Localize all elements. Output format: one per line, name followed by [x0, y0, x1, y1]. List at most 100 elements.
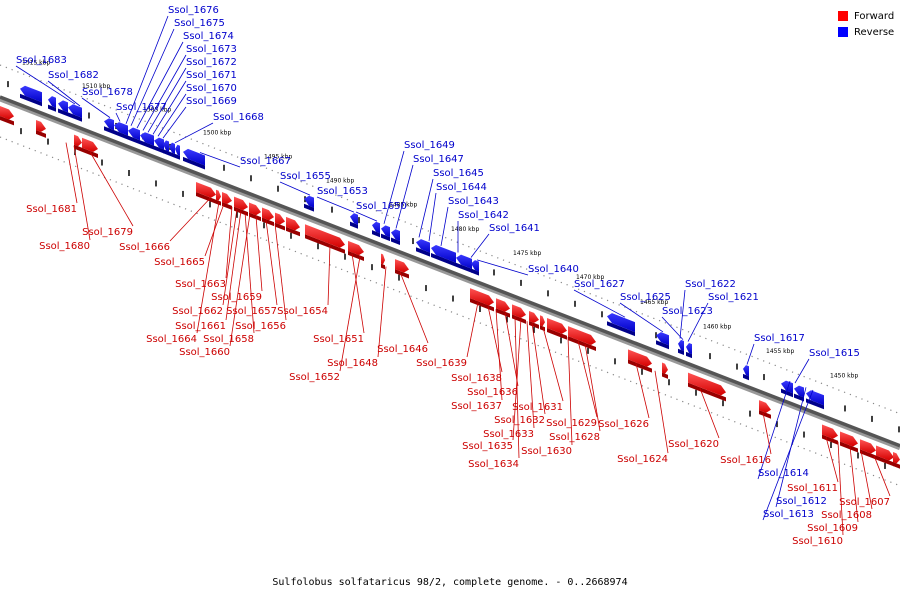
gene-label: Ssol_1643: [448, 196, 499, 207]
reverse-gene: [104, 118, 114, 131]
reverse-gene: [350, 213, 358, 225]
gene-label: Ssol_1630: [521, 446, 572, 457]
gene-label: Ssol_1676: [168, 5, 219, 16]
forward-gene-shadow: [0, 116, 14, 126]
reverse-gene-shadow: [381, 233, 390, 242]
reverse-gene: [686, 342, 692, 355]
leader-line: [495, 309, 503, 401]
reverse-gene: [183, 148, 205, 166]
forward-gene-shadow: [395, 269, 409, 279]
forward-gene: [529, 310, 539, 323]
reverse-gene: [163, 140, 169, 152]
gene-label: Ssol_1645: [433, 168, 484, 179]
legend-reverse: Reverse: [838, 24, 894, 40]
forward-gene: [470, 288, 494, 306]
leader-line: [196, 201, 220, 334]
leader-line: [654, 370, 669, 454]
forward-gene: [512, 304, 526, 318]
forward-gene-shadow: [547, 327, 567, 340]
forward-gene: [74, 134, 82, 147]
gene-label: Ssol_1613: [763, 509, 814, 520]
gene-label: Ssol_1653: [317, 186, 368, 197]
gene-label: Ssol_1615: [809, 348, 860, 359]
gene-label: Ssol_1662: [172, 306, 223, 317]
reverse-gene-shadow: [304, 203, 314, 212]
leader-line: [395, 164, 414, 229]
gene-label: Ssol_1668: [213, 112, 264, 123]
reverse-gene-shadow: [114, 130, 128, 140]
gene-label: Ssol_1622: [685, 279, 736, 290]
leader-line: [152, 80, 187, 135]
reverse-gene-shadow: [781, 388, 793, 398]
gene-label: Ssol_1664: [146, 334, 197, 345]
gene-label: Ssol_1656: [235, 321, 286, 332]
reverse-gene-shadow: [743, 373, 749, 381]
leader-line: [229, 213, 251, 347]
reverse-gene-shadow: [175, 153, 180, 160]
kbp-tick-label: 1460 kbp: [703, 323, 731, 330]
gene-label: Ssol_1678: [82, 87, 133, 98]
forward-gene-shadow: [196, 191, 216, 204]
reverse-gene: [381, 225, 390, 238]
leader-line: [837, 441, 844, 536]
gene-label: Ssol_1628: [549, 432, 600, 443]
reverse-gene: [114, 122, 128, 136]
forward-gene: [36, 119, 46, 132]
forward-gene-shadow: [662, 372, 668, 379]
leader-line: [577, 340, 598, 418]
leader-line: [316, 196, 355, 213]
reverse-gene: [431, 244, 456, 263]
gene-label: Ssol_1682: [48, 70, 99, 81]
backbone-shadow: [0, 96, 900, 451]
leader-line: [531, 323, 546, 415]
gene-label: Ssol_1612: [776, 496, 827, 507]
gene-label: Ssol_1610: [792, 536, 843, 547]
forward-gene: [275, 212, 285, 225]
forward-gene: [540, 315, 545, 327]
kbp-tick-label: 1510 kbp: [82, 83, 110, 90]
reverse-gene-shadow: [68, 112, 82, 122]
gene-label: Ssol_1666: [119, 242, 170, 253]
forward-gene-shadow: [381, 263, 385, 270]
gene-label: Ssol_1611: [787, 483, 838, 494]
gene-label: Ssol_1632: [494, 415, 545, 426]
reverse-gene-shadow: [391, 237, 400, 245]
gene-label: Ssol_1614: [758, 468, 809, 479]
forward-gene-shadow: [688, 382, 726, 402]
forward-gene: [860, 439, 876, 454]
forward-gene-shadow: [249, 212, 261, 222]
forward-gene: [568, 326, 596, 346]
gene-label: Ssol_1616: [720, 455, 771, 466]
leader-line: [225, 206, 233, 279]
gene-label: Ssol_1651: [313, 334, 364, 345]
gene-label: Ssol_1681: [26, 204, 77, 215]
gene-label: Ssol_1620: [668, 439, 719, 450]
kbp-tick-label: 1500 kbp: [203, 130, 231, 137]
leader-line: [487, 306, 503, 373]
genome-backbone: [0, 95, 900, 448]
leader-line: [81, 97, 111, 118]
reverse-gene: [128, 127, 140, 141]
leader-line: [794, 358, 810, 384]
gene-label: Ssol_1623: [662, 306, 713, 317]
leader-line: [526, 321, 535, 429]
leader-line: [169, 198, 211, 242]
leader-line: [279, 181, 311, 196]
reverse-gene: [794, 385, 804, 398]
gene-label: Ssol_1669: [186, 96, 237, 107]
leader-line: [130, 28, 175, 126]
leader-line: [47, 80, 81, 107]
forward-gene-shadow: [305, 234, 345, 254]
gene-label: Ssol_1657: [226, 306, 277, 317]
kbp-tick-label: 1475 kbp: [513, 250, 541, 257]
gene-label: Ssol_1683: [16, 55, 67, 66]
leader-line: [619, 302, 664, 333]
leader-line: [225, 210, 242, 321]
forward-gene-shadow: [512, 314, 526, 324]
kbp-tick-label: 1470 kbp: [576, 274, 604, 281]
leader-line: [125, 15, 169, 124]
kbp-tick-label: 1515 kbp: [22, 60, 50, 67]
gene-label: Ssol_1654: [277, 306, 328, 317]
forward-swatch: [838, 11, 848, 21]
